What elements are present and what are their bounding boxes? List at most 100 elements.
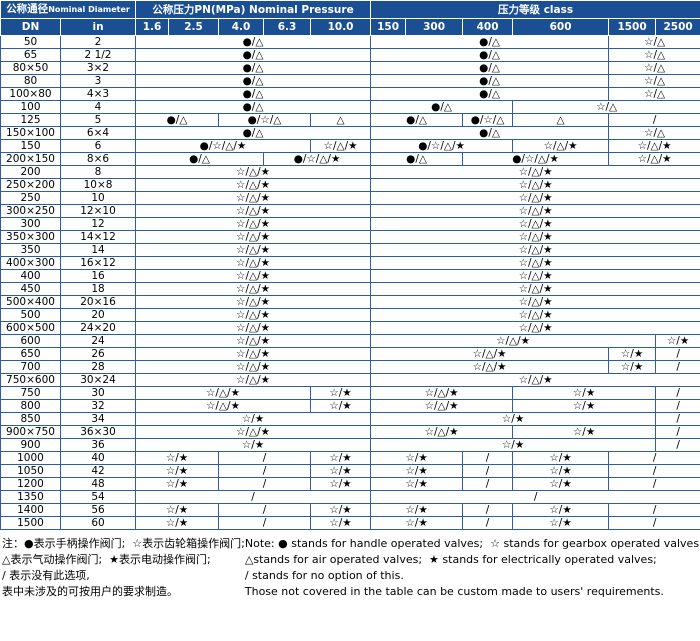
dn-cell: 250×200	[0, 178, 61, 192]
table-row: 900 36 ☆/★ ☆/★ /	[0, 438, 700, 452]
option-cell: /	[608, 503, 700, 517]
table-row: 50 2 ●/△ ●/△ ☆/△	[0, 35, 700, 49]
option-cell: ☆/△/★	[135, 217, 372, 231]
option-cell: ☆/★	[512, 386, 657, 400]
option-cell: ☆/★	[512, 451, 610, 465]
table-row: 150 6 ●/☆/△/★ ☆/△/★ ●/☆/△/★ ☆/△/★ ☆/△/★	[0, 139, 700, 153]
option-cell: ☆/★	[608, 360, 657, 374]
in-cell: 4×3	[59, 87, 137, 101]
option-cell: ☆/△/★	[135, 386, 312, 400]
option-cell: ☆/△/★	[135, 425, 372, 439]
dn-cell: 900×750	[0, 425, 61, 439]
option-cell: ☆/★	[370, 451, 464, 465]
dn-cell: 600×500	[0, 321, 61, 335]
table-body: 50 2 ●/△ ●/△ ☆/△ 65 2 1/2 ●/△ ●/△ ☆/△ 80×50 3×2 ●/△ ●…	[0, 35, 700, 530]
note-line: 表中未涉及的可按用户的要求制造。	[2, 585, 178, 598]
option-cell: ●/△	[135, 48, 372, 62]
in-cell: 2	[59, 35, 137, 49]
in-cell: 8×6	[59, 152, 137, 166]
option-cell: △	[310, 113, 372, 127]
in-cell: 18	[59, 282, 137, 296]
in-cell: 56	[59, 503, 137, 517]
dn-cell: 300×250	[0, 204, 61, 218]
option-cell: ☆/△/★	[135, 360, 372, 374]
table-row: 750×600 30×24 ☆/△/★ ☆/△/★	[0, 373, 700, 387]
option-cell: /	[462, 477, 514, 491]
option-cell: /	[655, 399, 700, 413]
option-cell: ☆/★	[512, 464, 610, 478]
option-cell: ☆/★	[135, 412, 372, 426]
option-cell: ☆/★	[310, 503, 372, 517]
dn-cell: 600	[0, 334, 61, 348]
option-cell: ☆/★	[608, 347, 657, 361]
option-cell: ☆/★	[370, 412, 657, 426]
note-line: Note: ● stands for handle operated valve…	[244, 537, 700, 550]
table-row: 125 5 ●/△ ●/☆/△ △ ●/△ ●/☆/△ △ /	[0, 113, 700, 127]
option-cell: ☆/△/★	[135, 191, 372, 205]
option-cell: ●/☆/△	[218, 113, 312, 127]
dn-cell: 1350	[0, 490, 61, 504]
option-cell: ☆/△/★	[512, 139, 610, 153]
option-cell: ☆/△/★	[135, 165, 372, 179]
option-cell: ●/△	[370, 152, 464, 166]
option-cell: /	[218, 503, 312, 517]
option-cell: ☆/△/★	[608, 139, 700, 153]
option-cell: /	[462, 451, 514, 465]
option-cell: ☆/△/★	[370, 308, 700, 322]
dn-cell: 300	[0, 217, 61, 231]
dn-cell: 150×100	[0, 126, 61, 140]
table-row: 600×500 24×20 ☆/△/★ ☆/△/★	[0, 321, 700, 335]
dn-cell: 350×300	[0, 230, 61, 244]
table-row: 150×100 6×4 ●/△ ●/△ ☆/△	[0, 126, 700, 140]
header-cell: 公称通径Nominal Diameter	[0, 0, 137, 19]
in-cell: 14	[59, 243, 137, 257]
header-cell: 10.0	[310, 18, 372, 36]
option-cell: /	[608, 464, 700, 478]
option-cell: /	[655, 438, 700, 452]
in-cell: 36	[59, 438, 137, 452]
table-row: 350 14 ☆/△/★ ☆/△/★	[0, 243, 700, 257]
in-cell: 36×30	[59, 425, 137, 439]
dn-cell: 80	[0, 74, 61, 88]
in-cell: 2 1/2	[59, 48, 137, 62]
header-column-row: DN in 1.6 2.5 4.0 6.3 10.0 150 300 400 600 1500 25…	[0, 18, 700, 36]
option-cell: /	[655, 347, 700, 361]
option-cell: ☆/△/★	[370, 321, 700, 335]
option-cell: /	[655, 360, 700, 374]
dn-cell: 400×300	[0, 256, 61, 270]
note-line: △stands for air operated valves; ★ stand…	[244, 553, 657, 566]
option-cell: ☆/△/★	[608, 152, 700, 166]
option-cell: ☆/△/★	[370, 204, 700, 218]
dn-cell: 100×80	[0, 87, 61, 101]
note-line: 注：●表示手柄操作阀门; ☆表示齿轮箱操作阀门;	[2, 537, 245, 550]
dn-cell: 1200	[0, 477, 61, 491]
option-cell: ☆/★	[310, 386, 372, 400]
option-cell: ☆/△/★	[135, 204, 372, 218]
option-cell: /	[608, 113, 700, 127]
table-row: 900×750 36×30 ☆/△/★ ☆/△/★ ☆/★ /	[0, 425, 700, 439]
header-group-row: 公称通径Nominal Diameter 公称压力PN(MPa) Nominal…	[0, 0, 700, 19]
header-cell: DN	[0, 18, 61, 36]
table-row: 1050 42 ☆/★ / ☆/★ ☆/★ / ☆/★ /	[0, 464, 700, 478]
option-cell: ●/△	[135, 126, 372, 140]
table-row: 100 4 ●/△ ●/△ ☆/△	[0, 100, 700, 114]
table-row: 1200 48 ☆/★ / ☆/★ ☆/★ / ☆/★ /	[0, 477, 700, 491]
in-cell: 8	[59, 165, 137, 179]
option-cell: ☆/△	[608, 48, 700, 62]
table-row: 600 24 ☆/△/★ ☆/△/★ ☆/★	[0, 334, 700, 348]
in-cell: 20	[59, 308, 137, 322]
option-cell: /	[655, 425, 700, 439]
in-cell: 10×8	[59, 178, 137, 192]
dn-cell: 450	[0, 282, 61, 296]
option-cell: /	[218, 464, 312, 478]
option-cell: /	[218, 516, 312, 530]
dn-cell: 1400	[0, 503, 61, 517]
option-cell: ☆/△/★	[135, 243, 372, 257]
in-cell: 6×4	[59, 126, 137, 140]
option-cell: ☆/△/★	[370, 269, 700, 283]
option-cell: ☆/★	[370, 464, 464, 478]
table-row: 200×150 8×6 ●/△ ●/☆/△/★ ●/△ ●/☆/△/★ ☆/△/★	[0, 152, 700, 166]
in-cell: 14×12	[59, 230, 137, 244]
option-cell: ☆/★	[310, 516, 372, 530]
